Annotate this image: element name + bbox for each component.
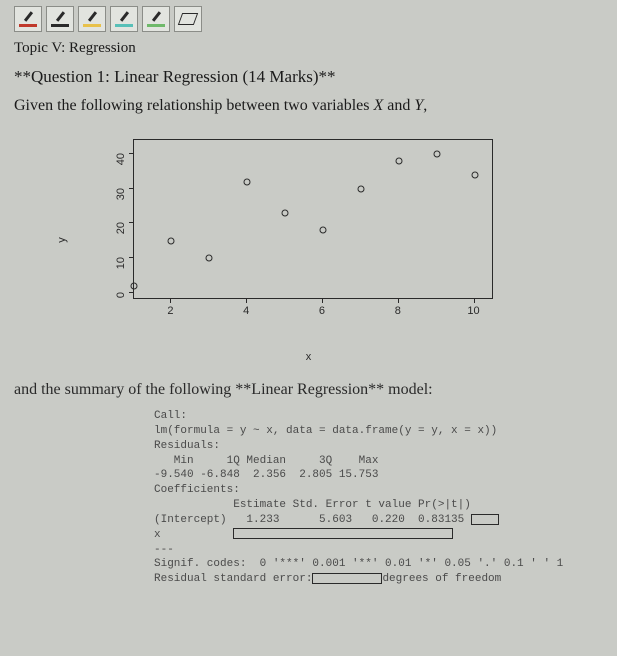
chart-y-axis-label: y <box>55 237 67 243</box>
data-point <box>357 185 364 192</box>
answer-blank[interactable] <box>471 514 499 525</box>
answer-blank[interactable] <box>312 573 382 584</box>
data-point <box>282 210 289 217</box>
question-heading: **Question 1: Linear Regression (14 Mark… <box>14 67 603 87</box>
question-prompt: Given the following relationship between… <box>14 97 603 115</box>
x-tick-label: 2 <box>167 305 173 317</box>
eraser-tool[interactable] <box>174 6 202 32</box>
prompt-text-3: , <box>423 97 427 114</box>
bridge-text: and the summary of the following **Linea… <box>14 381 603 399</box>
data-point <box>168 237 175 244</box>
x-tick-label: 4 <box>243 305 249 317</box>
chart-x-axis-label: x <box>99 351 519 363</box>
prompt-text-1: Given the following relationship between… <box>14 97 373 114</box>
chart-x-ticks: 2 4 6 8 10 <box>133 299 493 329</box>
chart-y-ticks: 010203040 <box>99 139 129 299</box>
pen-tool-4[interactable] <box>142 6 170 32</box>
data-point <box>244 178 251 185</box>
answer-blank[interactable] <box>233 528 453 539</box>
data-point <box>471 171 478 178</box>
data-point <box>433 150 440 157</box>
bridge-suffix: model: <box>384 381 432 398</box>
x-tick-label: 8 <box>395 305 401 317</box>
pen-tool-3[interactable] <box>110 6 138 32</box>
y-tick-label: 40 <box>115 153 127 183</box>
pen-tool-0[interactable] <box>14 6 42 32</box>
bridge-prefix: and the summary of the following <box>14 381 235 398</box>
x-tick-label: 10 <box>467 305 479 317</box>
data-point <box>130 283 137 290</box>
pen-tool-2[interactable] <box>78 6 106 32</box>
variable-y: Y <box>414 97 423 114</box>
chart-plot-area <box>133 139 493 299</box>
bridge-bold: **Linear Regression** <box>235 381 384 398</box>
x-tick-label: 6 <box>319 305 325 317</box>
topic-heading: Topic V: Regression <box>14 40 603 57</box>
prompt-text-2: and <box>383 97 414 114</box>
y-tick-label: 30 <box>115 188 127 218</box>
pen-toolbar <box>14 6 603 32</box>
variable-x: X <box>373 97 383 114</box>
y-tick-label: 0 <box>115 292 127 322</box>
data-point <box>319 227 326 234</box>
r-summary-output: Call:lm(formula = y ~ x, data = data.fra… <box>154 409 603 587</box>
scatter-chart: ↱ y 010203040 246810 <box>99 135 519 345</box>
y-tick-label: 20 <box>115 222 127 252</box>
data-point <box>395 157 402 164</box>
y-tick-label: 10 <box>115 257 127 287</box>
pen-tool-1[interactable] <box>46 6 74 32</box>
data-point <box>206 255 213 262</box>
